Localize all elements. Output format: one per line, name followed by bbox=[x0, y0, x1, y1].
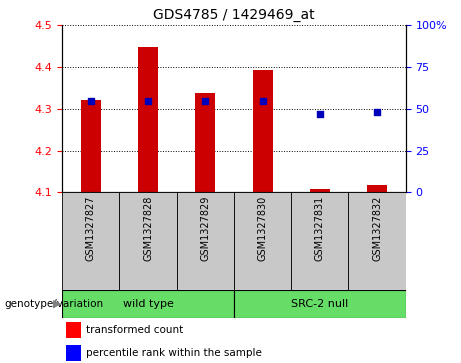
Point bbox=[373, 109, 381, 115]
Point bbox=[259, 98, 266, 103]
Text: GSM1327827: GSM1327827 bbox=[86, 195, 96, 261]
Text: GSM1327830: GSM1327830 bbox=[258, 195, 267, 261]
Bar bbox=[234, 192, 291, 290]
Bar bbox=[310, 189, 330, 192]
Bar bbox=[253, 70, 272, 192]
Text: transformed count: transformed count bbox=[86, 325, 183, 335]
Bar bbox=[177, 192, 234, 290]
Text: GSM1327831: GSM1327831 bbox=[315, 195, 325, 261]
Point bbox=[144, 98, 152, 103]
Bar bbox=[234, 290, 406, 318]
Text: wild type: wild type bbox=[123, 299, 173, 309]
Text: ▶: ▶ bbox=[53, 299, 61, 309]
Bar bbox=[291, 192, 349, 290]
Point bbox=[201, 98, 209, 103]
Text: GSM1327828: GSM1327828 bbox=[143, 195, 153, 261]
Point bbox=[87, 98, 95, 103]
Text: genotype/variation: genotype/variation bbox=[5, 299, 104, 309]
Bar bbox=[349, 192, 406, 290]
Text: SRC-2 null: SRC-2 null bbox=[291, 299, 349, 309]
Text: GSM1327832: GSM1327832 bbox=[372, 195, 382, 261]
Bar bbox=[195, 93, 215, 192]
Bar bbox=[367, 185, 387, 192]
Bar bbox=[65, 322, 81, 338]
Bar bbox=[65, 345, 81, 361]
Bar bbox=[138, 47, 158, 192]
Text: percentile rank within the sample: percentile rank within the sample bbox=[86, 348, 262, 358]
Title: GDS4785 / 1429469_at: GDS4785 / 1429469_at bbox=[153, 8, 315, 22]
Bar bbox=[62, 192, 119, 290]
Point bbox=[316, 111, 324, 117]
Text: GSM1327829: GSM1327829 bbox=[201, 195, 210, 261]
Bar bbox=[119, 192, 177, 290]
Bar bbox=[62, 290, 234, 318]
Bar bbox=[81, 100, 101, 192]
